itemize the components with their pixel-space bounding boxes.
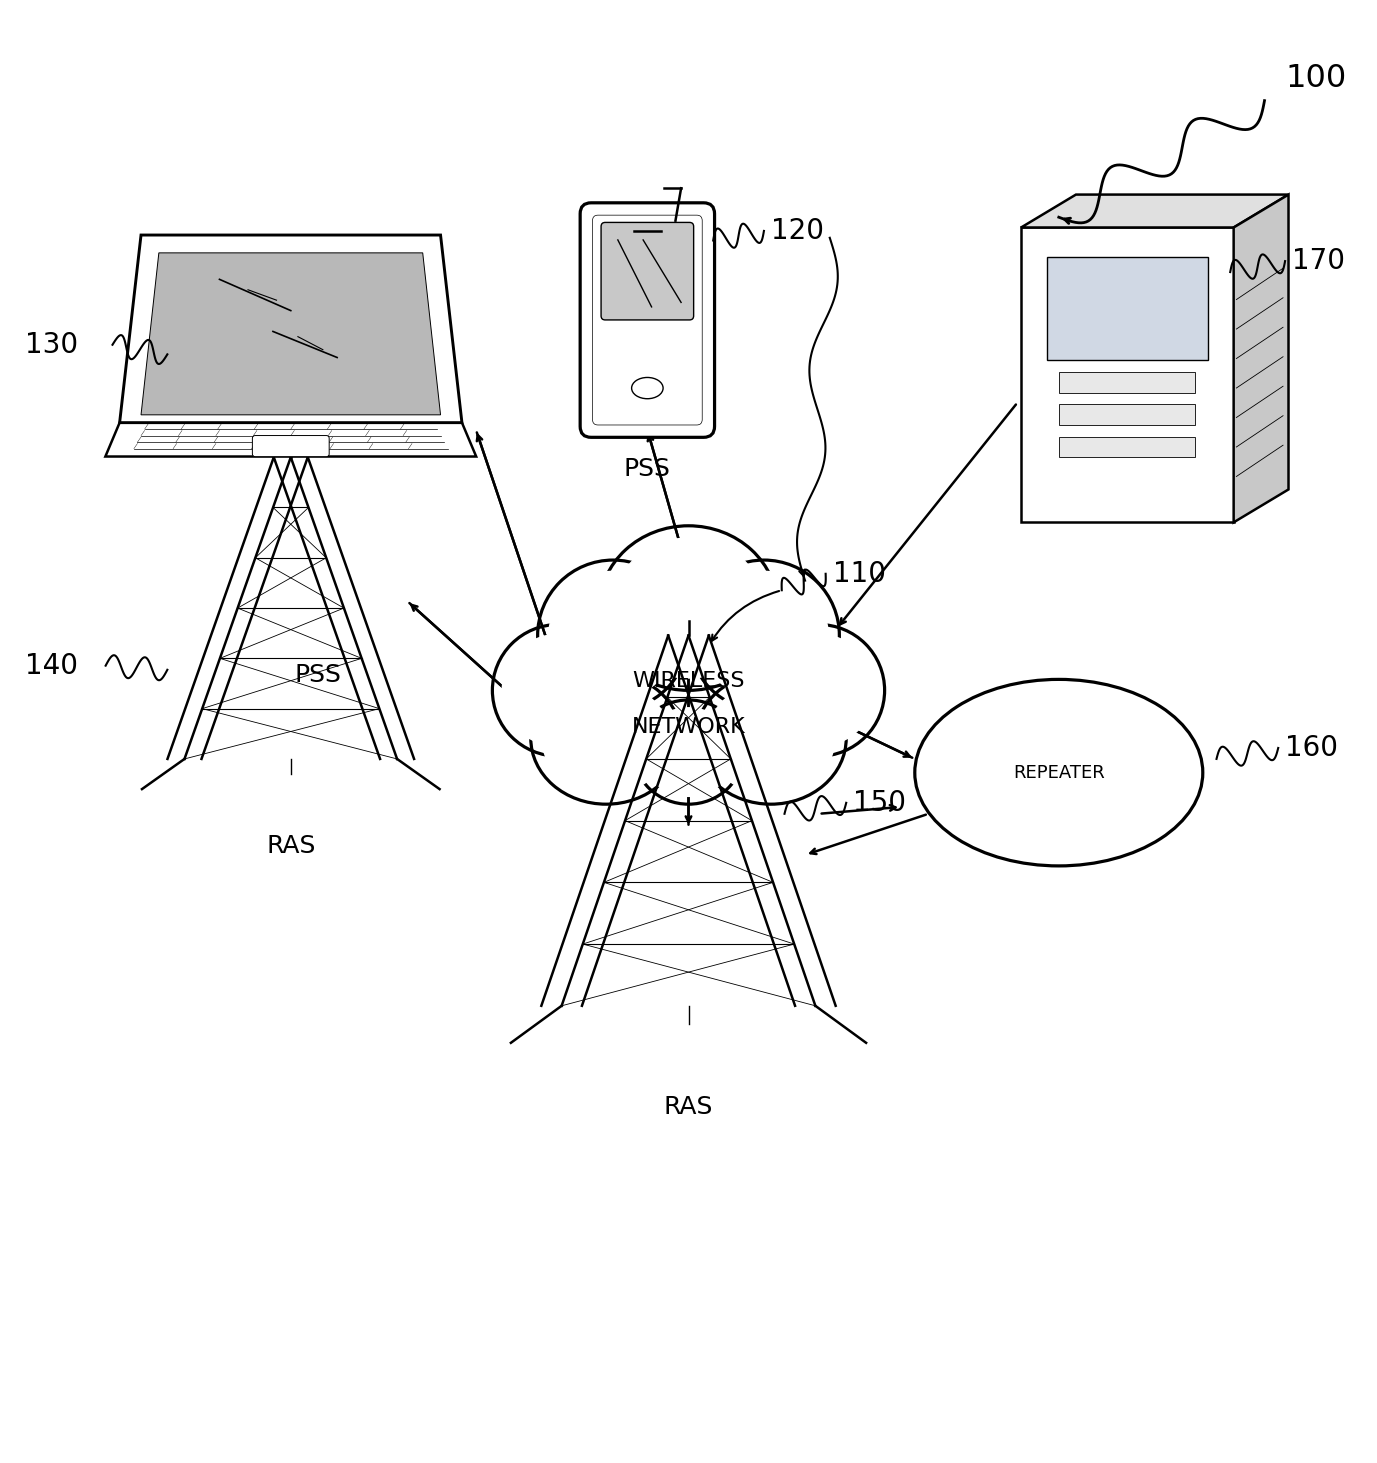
Ellipse shape — [688, 560, 840, 711]
Text: 100: 100 — [1285, 63, 1347, 94]
Ellipse shape — [763, 635, 874, 746]
Text: PSS: PSS — [295, 663, 341, 688]
Polygon shape — [120, 236, 461, 423]
Ellipse shape — [706, 682, 834, 794]
Text: 110: 110 — [833, 560, 885, 588]
Ellipse shape — [543, 682, 671, 794]
Ellipse shape — [549, 572, 677, 699]
FancyBboxPatch shape — [592, 215, 702, 424]
Polygon shape — [1234, 195, 1289, 522]
Text: WIRELESS: WIRELESS — [632, 670, 745, 691]
Ellipse shape — [633, 699, 744, 805]
Polygon shape — [140, 253, 441, 415]
Polygon shape — [1022, 195, 1289, 227]
Ellipse shape — [642, 708, 735, 796]
Text: 120: 120 — [771, 217, 823, 244]
Text: 170: 170 — [1292, 247, 1345, 275]
Text: RAS: RAS — [266, 834, 315, 859]
FancyBboxPatch shape — [580, 203, 715, 437]
Text: 160: 160 — [1285, 734, 1338, 762]
Ellipse shape — [599, 525, 778, 691]
Ellipse shape — [530, 673, 682, 805]
Ellipse shape — [914, 679, 1202, 866]
Bar — [1059, 372, 1195, 392]
Bar — [1059, 404, 1195, 426]
Bar — [1022, 227, 1234, 522]
FancyBboxPatch shape — [252, 436, 329, 456]
Bar — [1047, 257, 1208, 360]
Ellipse shape — [695, 673, 847, 805]
Ellipse shape — [700, 572, 828, 699]
FancyBboxPatch shape — [602, 222, 694, 320]
Text: 150: 150 — [854, 789, 906, 816]
Text: RAS: RAS — [664, 1094, 713, 1119]
Text: 130: 130 — [25, 331, 78, 358]
Text: PSS: PSS — [624, 458, 671, 481]
Ellipse shape — [613, 538, 764, 677]
Polygon shape — [106, 423, 476, 456]
Ellipse shape — [537, 560, 688, 711]
Ellipse shape — [503, 635, 614, 746]
Text: NETWORK: NETWORK — [632, 717, 745, 737]
Bar — [1059, 437, 1195, 458]
Ellipse shape — [493, 625, 624, 756]
Text: 140: 140 — [25, 651, 78, 680]
Ellipse shape — [753, 625, 884, 756]
Text: REPEATER: REPEATER — [1013, 764, 1104, 781]
